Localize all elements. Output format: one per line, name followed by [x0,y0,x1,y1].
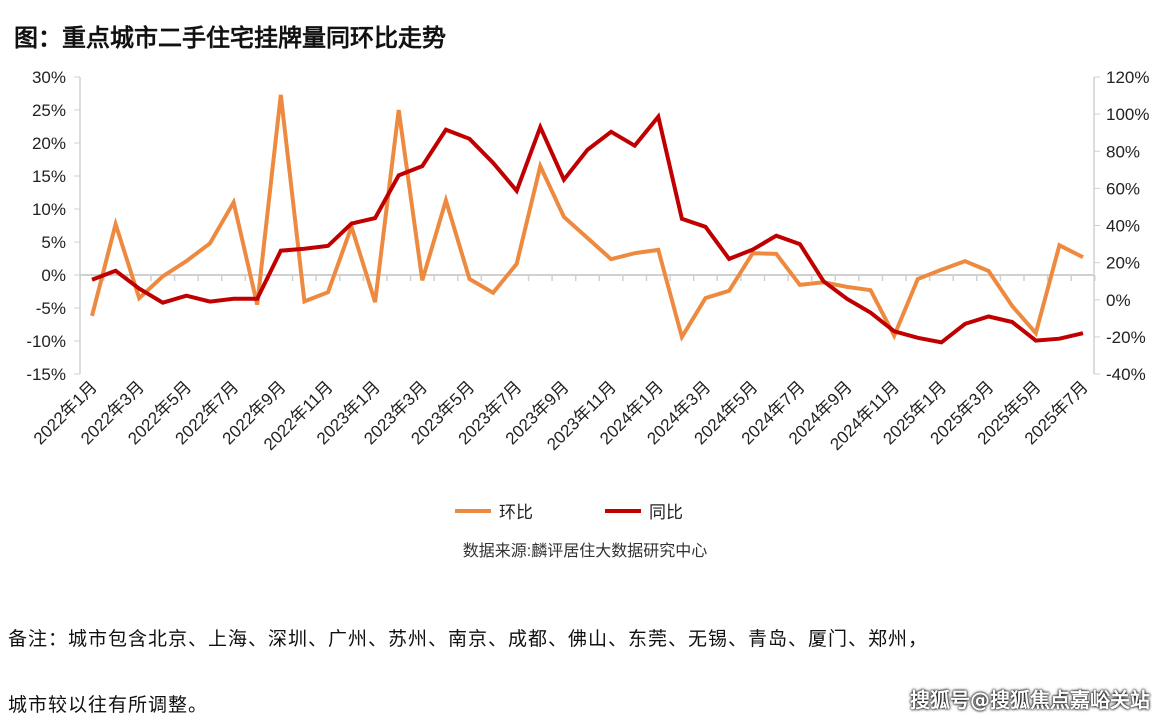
chart-title: 图：重点城市二手住宅挂牌量同环比走势 [14,24,446,52]
legend-label: 环比 [499,503,533,522]
line-chart: -15% -10% -5% 0% 5% 10% 15% 20% 25% 30% -40% -20% 0%… [26,68,1149,560]
legend-label: 同比 [649,503,683,522]
left-axis-tick-label: -5% [36,299,66,318]
right-axis-tick-label: 20% [1106,254,1140,273]
left-axis-tick-label: 5% [41,233,66,252]
right-axis-tick-label: 120% [1106,68,1149,87]
left-axis-tick-label: 30% [32,68,66,87]
left-axis-tick-label: 25% [32,101,66,120]
left-axis-tick-label: -15% [26,365,66,384]
right-axis-tick-label: -20% [1106,328,1146,347]
left-axis-tick-label: -10% [26,332,66,351]
right-axis-tick-label: 80% [1106,142,1140,161]
watermark: 搜狐号@搜狐焦点嘉峪关站 [910,688,1150,712]
source-note: 数据来源:麟评居住大数据研究中心 [463,542,707,560]
note-line-1: 备注：城市包含北京、上海、深圳、广州、苏州、南京、成都、佛山、东莞、无锡、青岛、… [8,628,929,650]
left-axis-tick-label: 20% [32,134,66,153]
left-axis-tick-label: 0% [41,266,66,285]
right-axis-tick-label: 40% [1106,217,1140,236]
right-axis-tick-label: -40% [1106,365,1146,384]
left-axis-tick-label: 15% [32,167,66,186]
right-axis-tick-label: 100% [1106,105,1149,124]
right-axis-tick-label: 60% [1106,179,1140,198]
right-axis-tick-label: 0% [1106,291,1131,310]
note-line-2: 城市较以往有所调整。 [8,694,209,716]
left-axis-tick-label: 10% [32,200,66,219]
